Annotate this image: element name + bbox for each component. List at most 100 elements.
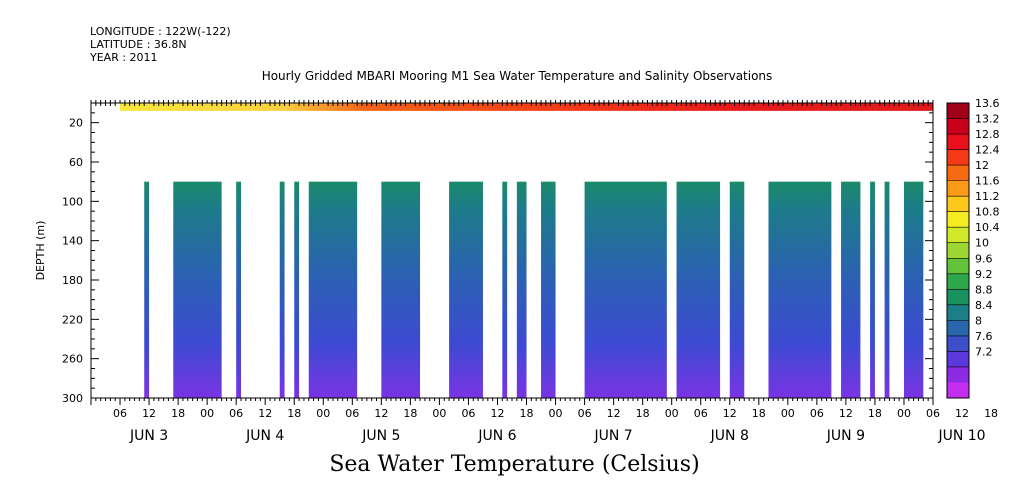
colorbar-level-label: 10.8 — [975, 206, 1000, 219]
x-day-label: JUN 6 — [477, 428, 516, 444]
y-tick-label: 260 — [62, 353, 83, 366]
x-hour-tick-label: 12 — [839, 407, 853, 420]
colorbar-swatch — [947, 289, 969, 306]
colorbar-swatch — [947, 196, 969, 213]
x-hour-tick-label: 18 — [984, 407, 998, 420]
x-hour-tick-label: 12 — [607, 407, 621, 420]
x-hour-tick-label: 18 — [171, 407, 185, 420]
x-hour-tick-label: 18 — [287, 407, 301, 420]
colorbar-swatch — [947, 180, 969, 197]
deep-temperature-segment — [144, 181, 150, 398]
deep-temperature-segment — [516, 181, 527, 398]
deep-temperature-segment — [502, 181, 508, 398]
x-hour-tick-label: 00 — [432, 407, 446, 420]
x-hour-tick-label: 18 — [403, 407, 417, 420]
y-tick-label: 60 — [69, 156, 83, 169]
x-hour-tick-label: 00 — [316, 407, 330, 420]
x-hour-tick-label: 00 — [897, 407, 911, 420]
latitude-label: LATITUDE : 36.8N — [90, 38, 187, 51]
x-hour-tick-label: 06 — [694, 407, 708, 420]
colorbar-swatch — [947, 382, 969, 399]
colorbar-level-label: 12 — [975, 159, 989, 172]
deep-temperature-segment — [870, 181, 875, 398]
colorbar-level-label: 11.6 — [975, 175, 1000, 188]
colorbar-level-label: 10.4 — [975, 221, 1000, 234]
x-day-label: JUN 9 — [826, 428, 865, 444]
deep-temperature-segment — [729, 181, 745, 398]
colorbar-level-label: 7.6 — [975, 330, 993, 343]
colorbar-level-label: 9.6 — [975, 252, 993, 265]
x-hour-tick-label: 12 — [955, 407, 969, 420]
colorbar-level-label: 13.6 — [975, 97, 1000, 110]
deep-temperature-segment — [768, 181, 832, 398]
colorbar-swatch — [947, 273, 969, 290]
colorbar-swatch — [947, 258, 969, 275]
deep-temperature-segment — [841, 181, 861, 398]
x-hour-tick-label: 18 — [752, 407, 766, 420]
x-hour-tick-label: 12 — [142, 407, 156, 420]
y-tick-label: 300 — [62, 392, 83, 405]
y-tick-label: 140 — [62, 235, 83, 248]
colorbar-level-label: 10 — [975, 237, 989, 250]
colorbar-swatch — [947, 304, 969, 321]
colorbar-swatch — [947, 335, 969, 352]
x-hour-tick-label: 06 — [926, 407, 940, 420]
plot-area — [120, 103, 933, 398]
x-hour-tick-label: 12 — [490, 407, 504, 420]
x-day-label: JUN 10 — [937, 428, 985, 444]
x-hour-tick-label: 06 — [578, 407, 592, 420]
x-day-label: JUN 5 — [361, 428, 400, 444]
deep-temperature-segment — [173, 181, 222, 398]
y-axis-label: DEPTH (m) — [34, 221, 47, 281]
x-day-label: JUN 3 — [129, 428, 168, 444]
x-hour-tick-label: 06 — [229, 407, 243, 420]
colorbar: 13.6 13.2 12.8 12.4 12 11.6 11.2 10.8 10.4 10 9.6 9… — [946, 97, 1000, 399]
x-day-label: JUN 4 — [245, 428, 284, 444]
x-hour-tick-label: 00 — [665, 407, 679, 420]
colorbar-swatch — [947, 165, 969, 182]
x-hour-tick-label: 00 — [781, 407, 795, 420]
colorbar-swatch — [947, 242, 969, 259]
x-day-label: JUN 7 — [594, 428, 633, 444]
colorbar-level-label: 8 — [975, 314, 982, 327]
deep-temperature-segment — [279, 181, 285, 398]
colorbar-swatch — [947, 211, 969, 228]
deep-temperature-segment — [381, 181, 421, 398]
x-hour-tick-label: 18 — [636, 407, 650, 420]
colorbar-swatch — [947, 227, 969, 244]
colorbar-swatch — [947, 149, 969, 166]
deep-temperature-segment — [903, 181, 924, 398]
x-hour-tick-label: 06 — [810, 407, 824, 420]
colorbar-frame — [946, 102, 970, 399]
colorbar-level-label: 8.8 — [975, 283, 993, 296]
colorbar-swatch — [947, 103, 969, 120]
y-tick-label: 220 — [62, 313, 83, 326]
x-hour-tick-label: 06 — [345, 407, 359, 420]
y-tick-label: 180 — [62, 274, 83, 287]
axes: 06 12 18 00 06 12 18 00 06 12 18 00 06 12 18 00 06 12 18 00… — [34, 100, 998, 444]
colorbar-swatch — [947, 320, 969, 337]
x-hour-tick-label: 12 — [258, 407, 272, 420]
year-label: YEAR : 2011 — [90, 51, 158, 64]
deep-temperature-segment — [584, 181, 667, 398]
colorbar-swatch — [947, 351, 969, 368]
x-hour-tick-label: 18 — [520, 407, 534, 420]
y-tick-label: 100 — [62, 195, 83, 208]
colorbar-swatch — [947, 118, 969, 135]
chart-title: Hourly Gridded MBARI Mooring M1 Sea Wate… — [261, 69, 773, 83]
colorbar-level-label: 12.4 — [975, 144, 1000, 157]
colorbar-level-label: 12.8 — [975, 128, 1000, 141]
x-day-label: JUN 8 — [710, 428, 749, 444]
deep-temperature-segment — [308, 181, 358, 398]
colorbar-level-label: 9.2 — [975, 268, 993, 281]
x-hour-tick-label: 18 — [868, 407, 882, 420]
longitude-label: LONGITUDE : 122W(-122) — [90, 25, 231, 38]
colorbar-level-label: 11.2 — [975, 190, 1000, 203]
colorbar-swatch — [947, 366, 969, 383]
x-hour-tick-label: 06 — [461, 407, 475, 420]
x-hour-tick-label: 00 — [200, 407, 214, 420]
y-tick-label: 20 — [69, 117, 83, 130]
deep-temperature-segment — [884, 181, 890, 398]
deep-temperature-segment — [449, 181, 483, 398]
